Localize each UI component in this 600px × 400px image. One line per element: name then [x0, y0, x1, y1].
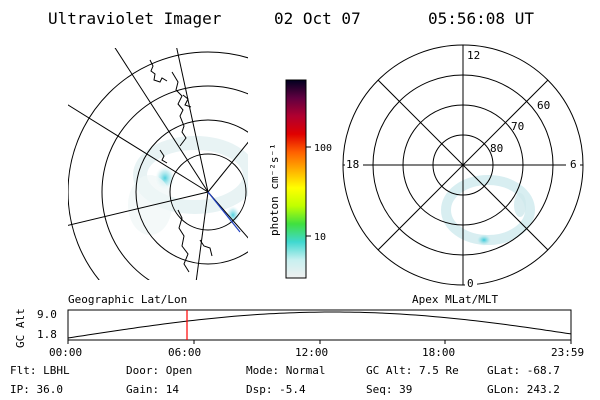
geo-coastlines	[149, 59, 213, 273]
status-ip: IP: 36.0	[10, 383, 63, 396]
apex-polar-plot: 12 18 6 0 60 70 80	[342, 44, 584, 290]
mlt-label-0: 0	[467, 277, 474, 290]
colorbar: 100 10 photon cm⁻²s⁻¹	[268, 79, 332, 279]
status-glon: GLon: 243.2	[487, 383, 560, 396]
status-mode: Mode: Normal	[246, 364, 325, 377]
altitude-xtick-2359: 23:59	[551, 346, 584, 359]
status-seq: Seq: 39	[366, 383, 412, 396]
status-door: Door: Open	[126, 364, 192, 377]
status-gain: Gain: 14	[126, 383, 179, 396]
geographic-panel-label: Geographic Lat/Lon	[68, 293, 187, 306]
mlt-label-18: 18	[346, 158, 359, 171]
altitude-ytick-low: 1.8	[37, 328, 57, 341]
altitude-xtick-0600: 06:00	[168, 346, 201, 359]
instrument-title: Ultraviolet Imager	[48, 9, 222, 28]
geo-aurora-emission	[128, 136, 248, 235]
altitude-xtick-0000: 00:00	[49, 346, 82, 359]
mlat-label-60: 60	[537, 99, 550, 112]
colorbar-unit-label: photon cm⁻²s⁻¹	[268, 143, 281, 236]
geographic-map	[68, 48, 248, 280]
altitude-xtick-1800: 18:00	[422, 346, 455, 359]
mlat-label-80: 80	[490, 142, 503, 155]
colorbar-tick-label-10: 10	[314, 232, 326, 243]
geo-sun-direction	[207, 191, 241, 233]
header-date: 02 Oct 07	[274, 9, 361, 28]
status-footer: Flt: LBHL Door: Open Mode: Normal GC Alt…	[10, 364, 560, 396]
status-glat: GLat: -68.7	[487, 364, 560, 377]
altitude-curve	[67, 311, 572, 339]
colorbar-tick-label-100: 100	[314, 143, 332, 154]
colorbar-scale	[285, 79, 307, 279]
apex-mlt-lines	[343, 45, 583, 285]
status-gc-alt: GC Alt: 7.5 Re	[366, 364, 459, 377]
header-time: 05:56:08 UT	[428, 9, 534, 28]
altitude-xtick-1200: 12:00	[295, 346, 328, 359]
altitude-plot: GC Alt 9.0 1.8 00:00 06:00 12:00 18:00 2…	[14, 308, 584, 359]
mlt-label-12: 12	[467, 49, 480, 62]
geo-meridians	[68, 48, 248, 280]
mlat-label-70: 70	[511, 120, 524, 133]
mlt-label-6: 6	[570, 158, 577, 171]
altitude-ytick-high: 9.0	[37, 308, 57, 321]
apex-aurora-emission	[441, 175, 535, 246]
altitude-x-ticks	[67, 340, 572, 344]
altitude-y-label: GC Alt	[14, 308, 27, 348]
geo-latitude-circles	[68, 51, 248, 280]
status-filter: Flt: LBHL	[10, 364, 70, 377]
altitude-plot-frame	[67, 309, 572, 341]
status-dsp: Dsp: -5.4	[246, 383, 306, 396]
apex-panel-label: Apex MLat/MLT	[412, 293, 498, 306]
